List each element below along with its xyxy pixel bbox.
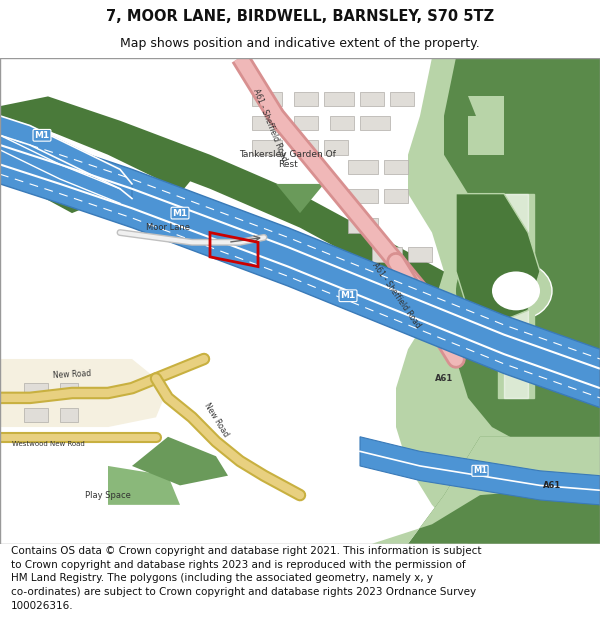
Bar bbox=[60, 383, 78, 398]
Bar bbox=[24, 383, 48, 398]
Bar bbox=[24, 408, 48, 422]
Text: Moor Lane: Moor Lane bbox=[146, 223, 190, 232]
Bar bbox=[324, 91, 354, 106]
Text: Play Space: Play Space bbox=[85, 491, 131, 499]
Text: A61: A61 bbox=[435, 374, 453, 383]
Bar bbox=[324, 140, 348, 155]
Polygon shape bbox=[468, 116, 504, 155]
Polygon shape bbox=[0, 126, 600, 408]
Text: New Road: New Road bbox=[53, 369, 91, 381]
Polygon shape bbox=[444, 58, 600, 446]
Circle shape bbox=[456, 242, 576, 339]
Text: M1: M1 bbox=[34, 131, 50, 140]
Polygon shape bbox=[0, 96, 600, 374]
Bar bbox=[348, 189, 378, 203]
Text: M1: M1 bbox=[172, 209, 188, 217]
Bar bbox=[330, 116, 354, 131]
Polygon shape bbox=[456, 194, 540, 320]
Bar bbox=[348, 159, 378, 174]
Text: New Road: New Road bbox=[202, 402, 230, 439]
Bar bbox=[252, 116, 282, 131]
Text: Westwood New Road: Westwood New Road bbox=[11, 441, 85, 448]
Bar bbox=[360, 91, 384, 106]
Text: A61 - Sheffield Road: A61 - Sheffield Road bbox=[251, 88, 289, 163]
Bar bbox=[360, 116, 390, 131]
Bar bbox=[60, 408, 78, 422]
Polygon shape bbox=[468, 96, 504, 126]
Text: Map shows position and indicative extent of the property.: Map shows position and indicative extent… bbox=[120, 37, 480, 49]
Polygon shape bbox=[0, 58, 600, 544]
Polygon shape bbox=[0, 116, 132, 199]
Polygon shape bbox=[0, 135, 120, 203]
Polygon shape bbox=[408, 437, 600, 544]
Text: A61 - Sheffield Road: A61 - Sheffield Road bbox=[370, 261, 422, 330]
Bar bbox=[294, 140, 318, 155]
Polygon shape bbox=[360, 437, 600, 505]
Polygon shape bbox=[504, 194, 528, 398]
Polygon shape bbox=[276, 184, 324, 213]
Text: M1: M1 bbox=[340, 291, 356, 300]
Bar bbox=[408, 247, 432, 262]
Bar bbox=[294, 116, 318, 131]
Polygon shape bbox=[132, 437, 228, 486]
Polygon shape bbox=[24, 140, 84, 179]
Polygon shape bbox=[0, 359, 168, 427]
Bar bbox=[252, 91, 282, 106]
Polygon shape bbox=[0, 111, 192, 194]
Bar bbox=[252, 140, 282, 155]
Text: Tankersley Garden Of
Rest: Tankersley Garden Of Rest bbox=[239, 150, 337, 169]
Polygon shape bbox=[360, 437, 600, 544]
Bar bbox=[294, 91, 318, 106]
Text: 7, MOOR LANE, BIRDWELL, BARNSLEY, S70 5TZ: 7, MOOR LANE, BIRDWELL, BARNSLEY, S70 5T… bbox=[106, 9, 494, 24]
Text: A61: A61 bbox=[543, 481, 561, 490]
Polygon shape bbox=[36, 169, 96, 213]
Circle shape bbox=[492, 271, 540, 311]
Bar bbox=[372, 247, 402, 262]
Polygon shape bbox=[108, 466, 180, 505]
Polygon shape bbox=[396, 58, 600, 544]
Bar bbox=[348, 218, 378, 232]
Text: M1: M1 bbox=[473, 466, 487, 475]
Text: Contains OS data © Crown copyright and database right 2021. This information is : Contains OS data © Crown copyright and d… bbox=[11, 546, 481, 611]
Bar bbox=[384, 189, 408, 203]
Circle shape bbox=[480, 262, 552, 320]
Bar bbox=[384, 159, 408, 174]
Polygon shape bbox=[498, 194, 534, 398]
Bar bbox=[390, 91, 414, 106]
